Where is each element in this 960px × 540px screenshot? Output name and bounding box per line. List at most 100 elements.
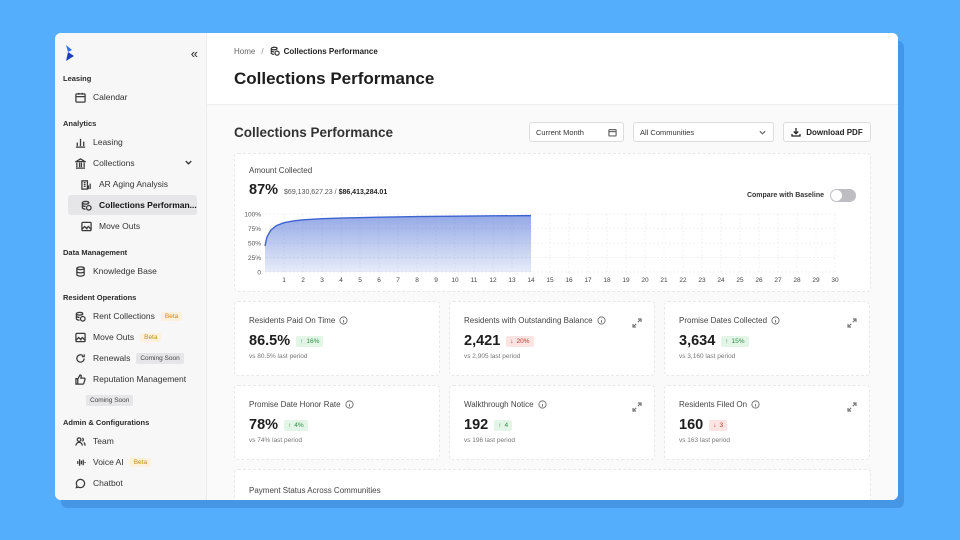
chevron-down-icon[interactable]: [184, 158, 193, 169]
x-tick-label: 19: [622, 277, 630, 284]
metric-comparison: vs 196 last period: [464, 437, 515, 444]
x-tick-label: 5: [358, 277, 362, 284]
waveform-icon: [74, 456, 86, 468]
sidebar-header: «: [55, 42, 206, 64]
change-badge: ↑ 4%: [284, 419, 308, 431]
beta-badge: Beta: [160, 311, 183, 321]
metric-card: Residents Paid On Time 86.5% ↑ 16% vs 80.5% …: [234, 301, 440, 376]
image-icon: [74, 331, 86, 343]
section-data-management: Data Management: [63, 248, 128, 257]
x-tick-label: 14: [527, 277, 535, 284]
x-tick-label: 4: [339, 277, 343, 284]
change-value: 20%: [516, 337, 530, 345]
x-tick-label: 27: [774, 277, 782, 284]
breadcrumb-current-label: Collections Performance: [283, 46, 378, 56]
arrow-down-icon: ↓: [713, 421, 717, 429]
x-tick-label: 7: [396, 277, 400, 284]
metric-value-row: 3,634 ↑ 15%: [679, 333, 855, 349]
sidebar-item-collections[interactable]: Collections: [62, 153, 197, 173]
amount-collected-value: $69,130,627.23: [284, 189, 333, 196]
bar-chart-icon: [74, 136, 86, 148]
sidebar-item-label: Team: [93, 436, 114, 446]
metric-label-text: Residents Paid On Time: [249, 316, 336, 325]
metric-value-row: 160 ↓ 3: [679, 417, 855, 433]
x-tick-label: 8: [415, 277, 419, 284]
community-select[interactable]: All Communities: [633, 122, 774, 142]
breadcrumb-current: Collections Performance: [270, 46, 378, 56]
expand-icon[interactable]: [632, 315, 642, 328]
community-select-label: All Communities: [640, 127, 695, 137]
change-value: 4: [504, 421, 509, 429]
x-tick-label: 3: [320, 277, 324, 284]
collapse-sidebar-icon[interactable]: «: [190, 45, 198, 61]
sidebar-item-reputation[interactable]: Reputation Management: [62, 369, 197, 389]
sidebar-item-label: Move Outs: [93, 332, 135, 342]
coins-icon: [80, 199, 92, 211]
compare-baseline-toggle[interactable]: [830, 189, 856, 202]
metric-comparison: vs 80.5% last period: [249, 353, 308, 360]
info-icon[interactable]: [339, 316, 348, 325]
metric-value: 78%: [249, 417, 279, 433]
metric-value: 3,634: [679, 333, 716, 349]
metric-value-row: 2,421 ↓ 20%: [464, 333, 640, 349]
payment-status-label: Payment Status Across Communities: [249, 486, 381, 495]
change-value: 16%: [306, 337, 320, 345]
sidebar-item-renewals[interactable]: Renewals Coming Soon: [62, 348, 197, 368]
sidebar-item-rent-collections[interactable]: Rent Collections Beta: [62, 306, 197, 326]
brand-logo: [66, 45, 74, 61]
beta-badge: Beta: [129, 457, 152, 467]
metric-label-text: Promise Date Honor Rate: [249, 400, 341, 409]
metric-value: 2,421: [464, 333, 501, 349]
sidebar-item-calendar[interactable]: Calendar: [62, 87, 197, 107]
download-pdf-label: Download PDF: [806, 127, 863, 137]
info-icon[interactable]: [596, 316, 606, 325]
metric-label: Walkthrough Notice: [464, 400, 640, 409]
download-pdf-button[interactable]: Download PDF: [783, 122, 871, 142]
sidebar-item-label: Reputation Management: [93, 374, 187, 384]
x-tick-label: 29: [812, 277, 820, 284]
sidebar-item-label: Leasing: [93, 137, 123, 147]
app-window: « Leasing Calendar Analytics Leasing Col…: [55, 33, 898, 500]
x-tick-label: 13: [508, 277, 516, 284]
info-icon[interactable]: [751, 400, 760, 409]
x-tick-label: 18: [603, 277, 611, 284]
thumbs-up-icon: [74, 373, 86, 385]
expand-icon[interactable]: [632, 399, 642, 412]
sidebar-item-move-outs-analytics[interactable]: Move Outs: [68, 216, 197, 236]
change-badge: ↑ 4: [494, 419, 513, 431]
breadcrumb-home[interactable]: Home: [234, 46, 256, 56]
metrics-grid: Residents Paid On Time 86.5% ↑ 16% vs 80.5% …: [234, 301, 871, 460]
page-title: Collections Performance: [234, 69, 435, 88]
change-badge: ↓ 3: [709, 419, 728, 431]
sidebar-item-team[interactable]: Team: [62, 431, 197, 451]
sidebar-item-chatbot[interactable]: Chatbot: [62, 473, 197, 493]
expand-icon[interactable]: [847, 399, 857, 412]
info-icon[interactable]: [537, 400, 547, 409]
metric-label-text: Walkthrough Notice: [464, 400, 534, 409]
sidebar-item-collections-performance[interactable]: Collections Performan...: [68, 195, 197, 215]
sidebar-item-label: Calendar: [93, 92, 128, 102]
sidebar-item-ar-aging[interactable]: AR Aging Analysis: [68, 174, 197, 194]
x-tick-label: 20: [641, 277, 649, 284]
metric-value-row: 192 ↑ 4: [464, 417, 640, 433]
coming-soon-badge: Coming Soon: [136, 352, 184, 364]
sidebar-item-leasing[interactable]: Leasing: [62, 132, 197, 152]
metric-value-row: 86.5% ↑ 16%: [249, 333, 425, 349]
info-icon[interactable]: [771, 316, 780, 325]
database-icon: [74, 265, 86, 277]
month-picker[interactable]: Current Month: [529, 122, 624, 142]
x-tick-label: 28: [793, 277, 801, 284]
expand-icon[interactable]: [847, 315, 857, 328]
month-picker-label: Current Month: [536, 127, 584, 137]
sidebar-item-knowledge-base[interactable]: Knowledge Base: [62, 261, 197, 281]
compare-baseline-label: Compare with Baseline: [746, 192, 824, 199]
sidebar-item-voice-ai[interactable]: Voice AI Beta: [62, 452, 197, 472]
change-value: 3: [719, 421, 724, 429]
x-tick-label: 15: [546, 277, 554, 284]
chat-bubble-icon: [74, 477, 86, 489]
section-analytics: Analytics: [63, 119, 97, 128]
arrow-up-icon: ↑: [498, 421, 502, 429]
info-icon[interactable]: [344, 400, 354, 409]
sidebar-item-move-outs[interactable]: Move Outs Beta: [62, 327, 197, 347]
metric-label-text: Residents with Outstanding Balance: [464, 316, 593, 325]
